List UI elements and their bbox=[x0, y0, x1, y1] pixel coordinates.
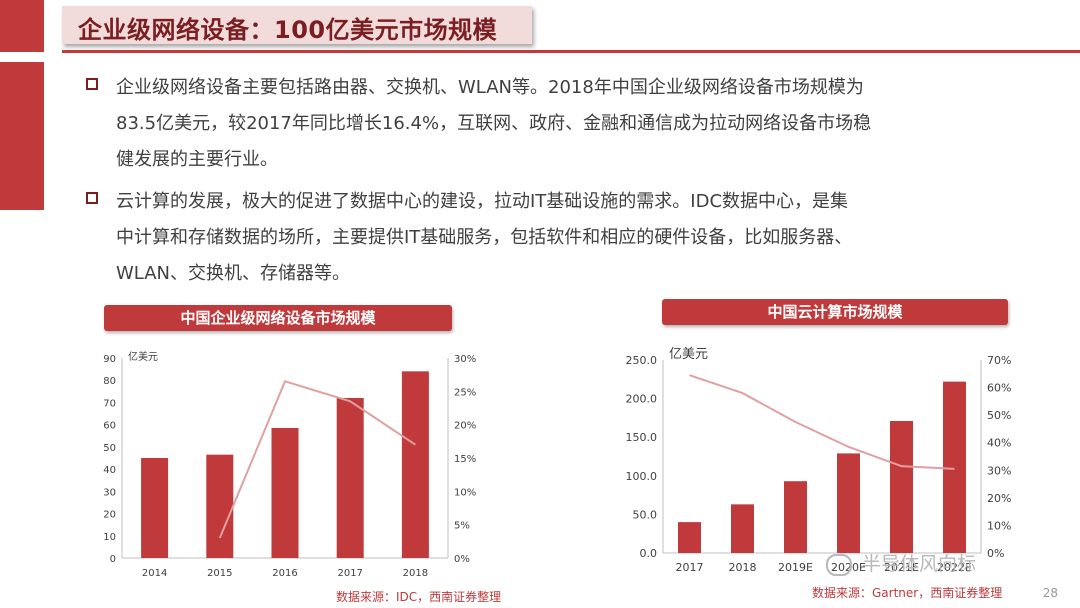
page-number: 28 bbox=[1042, 586, 1058, 600]
x-tick-label: 2018 bbox=[729, 561, 757, 574]
network-equipment-chart: 0 10 20 30 40 50 60 70 80 90 0% 5% 10% 15% 20% 25% 30% 亿美… bbox=[103, 350, 476, 579]
y2-tick-label: 0% bbox=[454, 554, 470, 565]
y2-tick-label: 60% bbox=[987, 382, 1011, 395]
y2-tick-label: 10% bbox=[454, 487, 476, 498]
growth-rate-line bbox=[689, 374, 955, 470]
bar bbox=[943, 381, 966, 553]
x-tick-label: 2016 bbox=[272, 568, 297, 579]
y2-tick-label: 30% bbox=[987, 464, 1011, 477]
y-tick-label: 30 bbox=[103, 487, 116, 498]
y-tick-label: 50 bbox=[103, 443, 116, 454]
slide-title: 企业级网络设备：100亿美元市场规模 bbox=[78, 16, 498, 44]
cloud-market-chart: 0.0 50.0 100.0 150.0 200.0 250.0 0% 10% 20% 30% 40… bbox=[626, 347, 1012, 574]
side-accent-top bbox=[0, 0, 44, 52]
bar bbox=[837, 453, 860, 553]
y-tick-label: 0 bbox=[110, 554, 116, 565]
square-bullet-icon bbox=[86, 192, 98, 204]
y-tick-label: 250.0 bbox=[626, 354, 658, 367]
x-tick-label: 2018 bbox=[403, 568, 428, 579]
bullet-line: 云计算的发展，极大的促进了数据中心的建设，拉动IT基础设施的需求。IDC数据中心… bbox=[116, 191, 849, 212]
title-underline bbox=[62, 50, 1080, 53]
x-tick-label: 2022E bbox=[937, 561, 972, 574]
square-bullet-icon bbox=[86, 78, 98, 90]
bullet-list: 企业级网络设备主要包括路由器、交换机、WLAN等。2018年中国企业级网络设备市… bbox=[86, 70, 986, 298]
bullet-line: 企业级网络设备主要包括路由器、交换机、WLAN等。2018年中国企业级网络设备市… bbox=[116, 77, 864, 98]
y2-tick-label: 20% bbox=[454, 421, 476, 432]
y2-tick-label: 20% bbox=[987, 492, 1011, 505]
y-tick-label: 70 bbox=[103, 398, 116, 409]
x-tick-label: 2014 bbox=[142, 568, 167, 579]
x-tick-label: 2017 bbox=[676, 561, 704, 574]
y-tick-label: 0.0 bbox=[640, 547, 658, 560]
bar bbox=[141, 458, 169, 558]
bar bbox=[678, 522, 701, 553]
y2-tick-label: 25% bbox=[454, 387, 476, 398]
y2-tick-label: 0% bbox=[987, 547, 1004, 560]
unit-label: 亿美元 bbox=[669, 347, 708, 362]
bullet-line: 83.5亿美元，较2017年同比增长16.4%，互联网、政府、金融和通信成为拉动… bbox=[116, 113, 872, 134]
watermark: 半导体风向标 bbox=[826, 549, 976, 576]
bullet-item: 企业级网络设备主要包括路由器、交换机、WLAN等。2018年中国企业级网络设备市… bbox=[86, 70, 986, 178]
y-tick-label: 90 bbox=[103, 354, 116, 365]
watermark-text: 半导体风向标 bbox=[862, 553, 977, 575]
y-tick-label: 60 bbox=[103, 421, 116, 432]
bar bbox=[784, 481, 807, 553]
y2-tick-label: 30% bbox=[454, 354, 476, 365]
title-background bbox=[62, 6, 532, 44]
y-tick-label: 50.0 bbox=[633, 508, 658, 521]
y2-tick-label: 40% bbox=[987, 437, 1011, 450]
bar bbox=[890, 420, 913, 553]
y-tick-label: 10 bbox=[103, 532, 116, 543]
bar bbox=[271, 428, 299, 558]
y-tick-label: 150.0 bbox=[626, 431, 658, 444]
y-tick-label: 20 bbox=[103, 510, 116, 521]
bullet-line: 中计算和存储数据的场所，主要提供IT基础服务，包括软件和相应的硬件设备，比如服务… bbox=[116, 227, 853, 248]
bar bbox=[336, 398, 364, 558]
x-tick-label: 2015 bbox=[207, 568, 232, 579]
y2-tick-label: 70% bbox=[987, 354, 1011, 367]
y2-tick-label: 50% bbox=[987, 409, 1011, 422]
y2-tick-label: 15% bbox=[454, 454, 476, 465]
source-network: 数据来源：IDC，西南证券整理 bbox=[336, 590, 502, 604]
x-tick-label: 2017 bbox=[337, 568, 362, 579]
y2-tick-label: 10% bbox=[987, 519, 1011, 532]
y-tick-label: 200.0 bbox=[626, 393, 658, 406]
chart-title-network: 中国企业级网络设备市场规模 bbox=[104, 305, 452, 331]
side-accent-middle bbox=[0, 62, 44, 210]
bullet-item: 云计算的发展，极大的促进了数据中心的建设，拉动IT基础设施的需求。IDC数据中心… bbox=[86, 184, 986, 292]
x-tick-label: 2021E bbox=[884, 561, 919, 574]
y-tick-label: 40 bbox=[103, 465, 116, 476]
unit-label: 亿美元 bbox=[128, 350, 158, 363]
wechat-icon bbox=[826, 553, 852, 576]
source-cloud: 数据来源：Gartner，西南证券整理 bbox=[812, 586, 1003, 600]
bar bbox=[206, 454, 234, 558]
growth-rate-line bbox=[218, 380, 416, 539]
bar bbox=[731, 504, 754, 553]
y-tick-label: 80 bbox=[103, 376, 116, 387]
y-tick-label: 100.0 bbox=[626, 470, 658, 483]
bullet-line: WLAN、交换机、存储器等。 bbox=[116, 263, 351, 284]
bullet-line: 健发展的主要行业。 bbox=[116, 149, 278, 170]
bar bbox=[401, 371, 429, 558]
y2-tick-label: 5% bbox=[454, 521, 470, 532]
chart-title-cloud: 中国云计算市场规模 bbox=[662, 299, 1008, 325]
x-tick-label: 2019E bbox=[778, 561, 813, 574]
